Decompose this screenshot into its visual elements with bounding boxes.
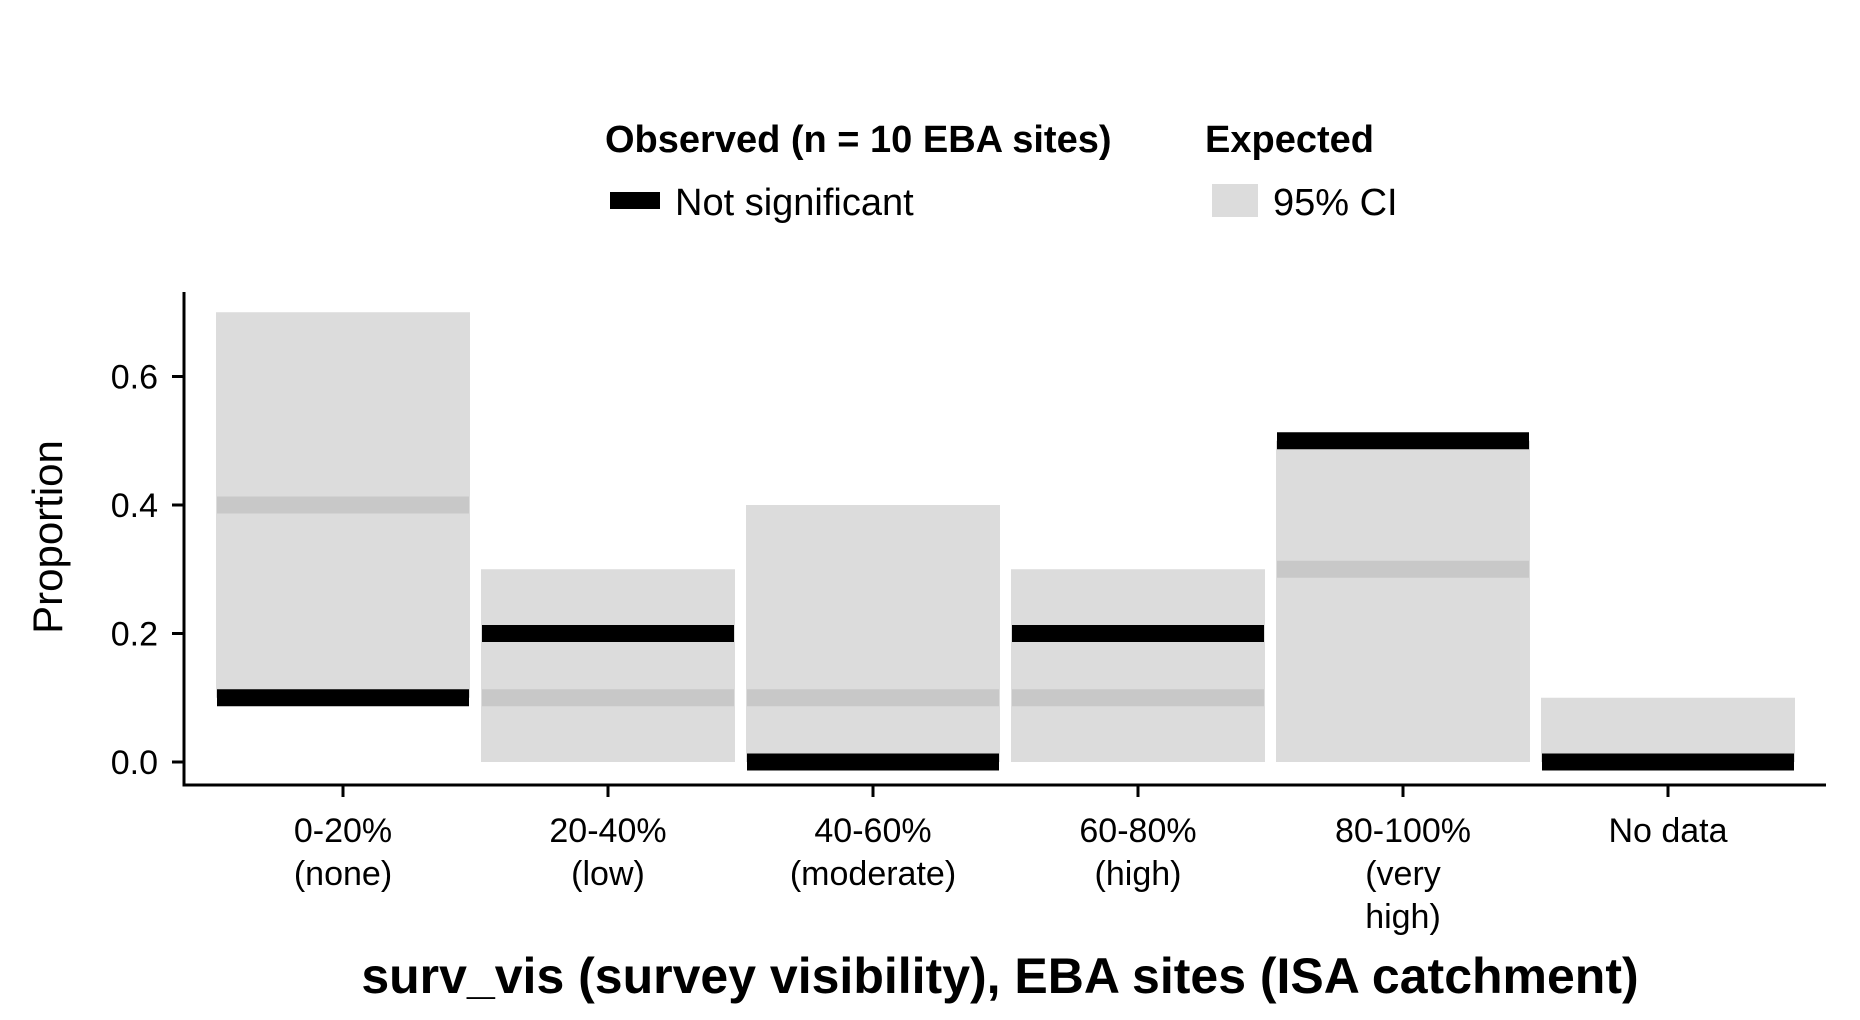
observed-line-0 [217,689,469,707]
x-tick-label-line: 40-60% [814,812,931,850]
x-tick-label-5: No data [1608,812,1727,850]
ci-band-4 [1276,440,1530,762]
ci-band-layer [216,312,1795,762]
y-axis-title: Proportion [24,440,71,634]
ci-band-2 [746,505,1000,762]
x-tick-label-line: 60-80% [1079,812,1196,850]
x-tick-label-line: (very [1365,855,1441,893]
legend-observed-label: Not significant [675,182,914,224]
x-axis-title: surv_vis (survey visibility), EBA sites … [361,948,1638,1004]
legend-observed-key [610,192,660,209]
ci-band-5 [1541,697,1795,762]
x-tick-label-line: (high) [1095,855,1182,893]
x-tick-label-4: 80-100% (very high) [1335,812,1471,936]
legend-expected-label: 95% CI [1273,182,1398,224]
expected-line-3 [1012,689,1264,707]
x-tick-label-line: 0-20% [294,812,392,850]
y-tick-label-3: 0.6 [111,359,158,397]
observed-line-1 [482,625,734,642]
expected-line-layer [217,496,1529,707]
axes [182,292,1826,787]
y-tick-label-2: 0.4 [111,487,158,525]
y-tick-label-0: 0.0 [111,744,158,782]
legend-expected-key [1212,184,1258,217]
legend: Observed (n = 10 EBA sites) Not signific… [605,119,1398,224]
x-tick-label-0: 0-20% (none) [294,812,392,893]
x-tick-label-line: high) [1365,898,1441,936]
observed-line-2 [747,753,999,771]
legend-observed-title: Observed (n = 10 EBA sites) [605,119,1112,161]
x-tick-label-line: No data [1608,812,1727,850]
y-tick-label-1: 0.2 [111,616,158,654]
observed-line-layer [217,432,1794,771]
observed-line-5 [1542,753,1794,771]
x-tick-label-line: (moderate) [790,855,956,893]
observed-line-3 [1012,625,1264,642]
x-tick-label-1: 20-40% (low) [549,812,666,893]
expected-line-0 [217,496,469,514]
x-tick-label-line: 20-40% [549,812,666,850]
expected-line-1 [482,689,734,707]
ci-band-1 [481,569,735,762]
x-ticks: 0-20% (none) 20-40% (low) 40-60% (moderate) 60… [294,785,1728,936]
expected-line-2 [747,689,999,707]
legend-expected-title: Expected [1205,119,1374,161]
x-tick-label-3: 60-80% (high) [1079,812,1196,893]
expected-line-4 [1277,560,1529,578]
x-tick-label-line: (none) [294,855,392,893]
x-tick-label-2: 40-60% (moderate) [790,812,956,893]
x-tick-label-line: 80-100% [1335,812,1471,850]
x-tick-label-line: (low) [571,855,645,893]
y-ticks: 0.0 0.2 0.4 0.6 [111,359,184,782]
ci-band-3 [1011,569,1265,762]
observed-line-4 [1277,432,1529,450]
